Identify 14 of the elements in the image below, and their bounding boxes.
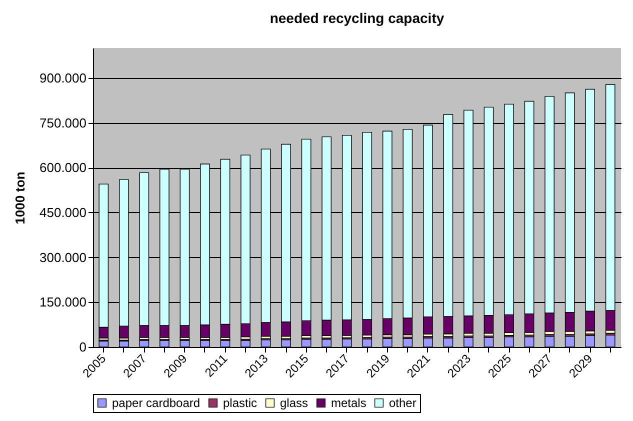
legend-label: metals — [331, 396, 366, 410]
y-tick-label: 600.000 — [40, 160, 86, 176]
y-tick-label: 150.000 — [40, 294, 86, 310]
y-tick-label: 900.000 — [40, 70, 86, 86]
y-axis-title: 1000 ton — [12, 172, 28, 224]
y-tick-label: 750.000 — [40, 115, 86, 130]
y-tick-label: 300.000 — [40, 250, 86, 265]
y-tick-label: 450.000 — [40, 204, 86, 220]
y-tick-label: 0 — [79, 340, 86, 354]
chart-title: needed recycling capacity — [270, 10, 444, 26]
legend-label: other — [389, 396, 416, 410]
legend-label: glass — [280, 396, 308, 410]
legend-label: plastic — [223, 396, 258, 410]
legend-label: paper cardboard — [112, 396, 200, 410]
